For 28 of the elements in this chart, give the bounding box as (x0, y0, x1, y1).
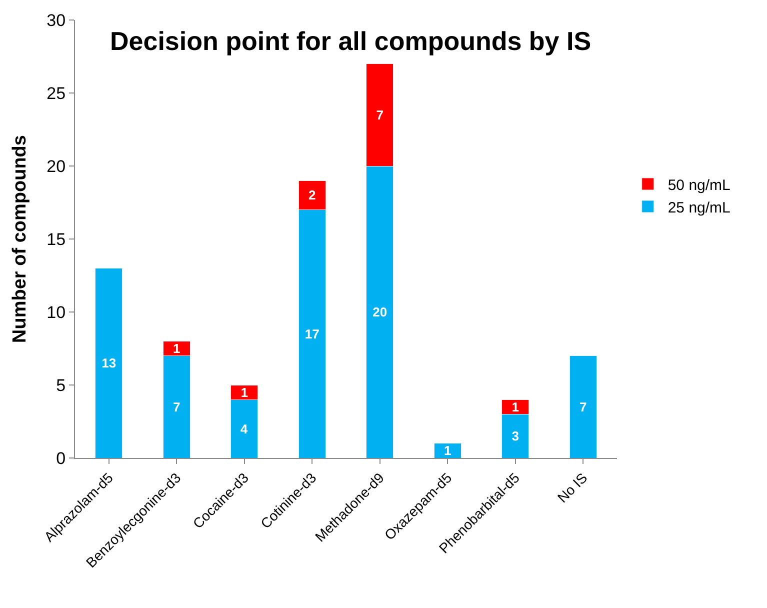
data-label: 7 (376, 107, 384, 122)
data-label: 7 (580, 399, 587, 414)
data-label: 1 (173, 341, 180, 356)
legend-label: 25 ng/mL (668, 199, 730, 216)
y-tick-label: 10 (46, 302, 66, 322)
y-tick-label: 0 (56, 448, 66, 468)
data-label: 13 (102, 356, 116, 371)
data-label: 1 (240, 384, 248, 400)
y-tick-label: 15 (46, 230, 66, 249)
y-tick-label: 5 (56, 376, 66, 395)
y-tick-label: 25 (46, 84, 66, 103)
chart-title: Decision point for all compounds by IS (110, 26, 592, 56)
bar (569, 356, 597, 458)
bar (95, 268, 123, 458)
legend-label: 50 ng/mL (668, 176, 730, 194)
data-label: 1 (512, 399, 519, 414)
bar (434, 443, 462, 458)
x-tick-label: No IS (554, 470, 590, 506)
y-tick-label: 30 (46, 10, 66, 30)
data-label: 1 (444, 443, 452, 458)
data-label: 20 (372, 304, 388, 320)
data-label: 17 (304, 326, 320, 342)
y-tick-label: 20 (46, 156, 66, 176)
data-label: 2 (308, 188, 316, 203)
data-label: 4 (240, 421, 248, 436)
data-label: 3 (512, 428, 519, 444)
y-axis-title: Number of compounds (10, 135, 31, 343)
data-label: 7 (173, 399, 180, 414)
